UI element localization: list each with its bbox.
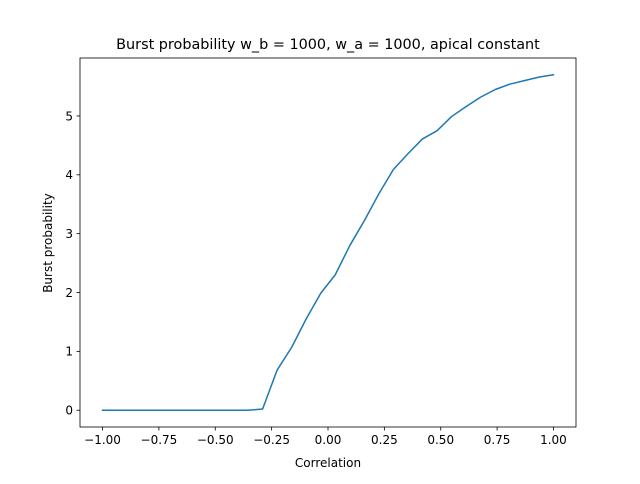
x-axis-label: Correlation <box>295 456 361 470</box>
x-tick-label: −1.00 <box>84 433 121 447</box>
x-tick-label: 1.00 <box>540 433 567 447</box>
y-tick-label: 3 <box>65 227 73 241</box>
y-tick-label: 5 <box>65 109 73 123</box>
y-axis-label: Burst probability <box>41 193 55 293</box>
series-line <box>101 73 555 411</box>
y-tick-label: 1 <box>65 345 73 359</box>
y-tick-label: 0 <box>65 404 73 418</box>
x-tick-label: 0.75 <box>484 433 511 447</box>
y-tick-label: 2 <box>65 286 73 300</box>
plot-area: −1.00 −0.75 −0.50 −0.25 0.00 0.25 0.50 0.75 1.00… <box>65 73 567 447</box>
x-tick-label: 0.25 <box>371 433 398 447</box>
axes-frame <box>79 57 577 428</box>
chart-title: Burst probability w_b = 1000, w_a = 1000… <box>116 37 540 53</box>
x-tick-label: −0.75 <box>141 433 178 447</box>
x-tick-label: −0.50 <box>197 433 234 447</box>
x-tick-label: 0.00 <box>315 433 342 447</box>
x-tick-label: −0.25 <box>253 433 290 447</box>
y-tick-label: 4 <box>65 168 73 182</box>
x-tick-label: 0.50 <box>427 433 454 447</box>
